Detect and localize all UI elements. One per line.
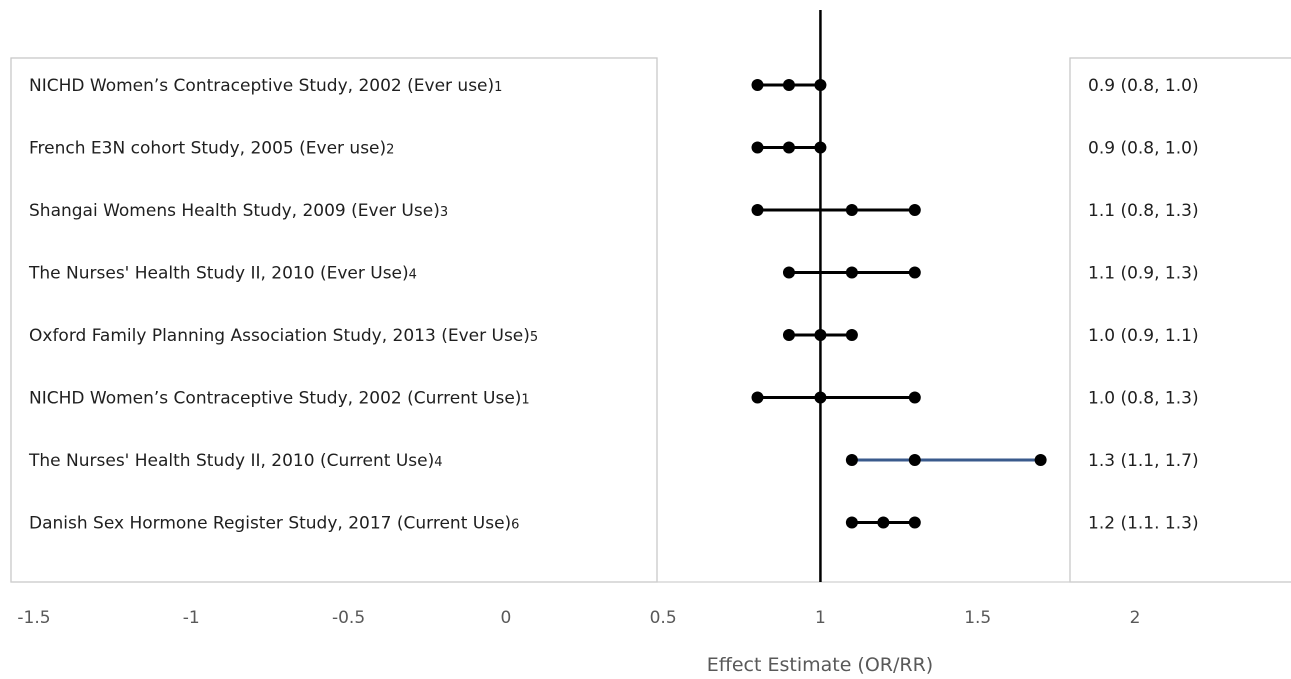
ci-text: 1.1 (0.9, 1.3) (1088, 264, 1199, 284)
ci-lower-point (845, 516, 858, 529)
x-tick-label: -1.5 (17, 608, 50, 628)
ci-upper-point (908, 266, 921, 279)
ci-lower-point (751, 79, 764, 91)
ci-upper-point (908, 516, 921, 529)
x-tick-label: 0 (500, 608, 511, 628)
point-estimate (845, 204, 858, 216)
study-label: Danish Sex Hormone Register Study, 2017 … (29, 514, 519, 534)
study-label: NICHD Women’s Contraceptive Study, 2002 … (29, 389, 530, 409)
ci-upper-point (1034, 454, 1047, 466)
ci-text: 1.0 (0.8, 1.3) (1088, 389, 1199, 409)
ci-lower-point (751, 204, 764, 216)
ci-text: 0.9 (0.8, 1.0) (1088, 139, 1199, 159)
study-ref-number: 4 (409, 268, 417, 283)
ci-upper-point (908, 391, 921, 404)
ci-text: 1.1 (0.8, 1.3) (1088, 201, 1199, 221)
ci-lower-point (782, 266, 795, 279)
point-estimate (877, 516, 890, 529)
x-tick-label: 1 (815, 608, 826, 628)
ci-upper-point (845, 329, 858, 341)
study-ref-number: 1 (494, 80, 502, 95)
study-label: French E3N cohort Study, 2005 (Ever use)… (29, 139, 394, 159)
study-ref-number: 4 (434, 455, 442, 470)
study-label: The Nurses' Health Study II, 2010 (Ever … (28, 264, 417, 284)
ci-upper-point (908, 204, 921, 216)
study-label: Oxford Family Planning Association Study… (29, 326, 538, 346)
study-label: The Nurses' Health Study II, 2010 (Curre… (28, 451, 443, 471)
point-estimate (782, 141, 795, 154)
x-axis-title: Effect Estimate (OR/RR) (707, 654, 933, 676)
study-label: Shangai Womens Health Study, 2009 (Ever … (29, 201, 448, 221)
study-ref-number: 5 (530, 330, 538, 345)
x-tick-label: -1 (183, 608, 200, 628)
ci-lower-point (751, 141, 764, 154)
study-label: NICHD Women’s Contraceptive Study, 2002 … (29, 76, 502, 96)
ci-text: 0.9 (0.8, 1.0) (1088, 76, 1199, 96)
x-tick-label: 1.5 (964, 608, 991, 628)
point-estimate (782, 79, 795, 91)
point-estimate (908, 454, 921, 466)
ci-text-box (1069, 57, 1291, 583)
point-estimate (845, 266, 858, 279)
study-label-box (10, 57, 658, 583)
study-ref-number: 6 (511, 518, 519, 533)
ci-lower-point (845, 454, 858, 466)
ci-text: 1.3 (1.1, 1.7) (1088, 451, 1199, 471)
x-tick-label: -0.5 (332, 608, 365, 628)
x-tick-label: 0.5 (650, 608, 677, 628)
ci-text: 1.0 (0.9, 1.1) (1088, 326, 1199, 346)
ci-lower-point (751, 391, 764, 404)
study-ref-number: 1 (521, 393, 529, 408)
ci-lower-point (782, 329, 795, 341)
ci-text: 1.2 (1.1. 1.3) (1088, 514, 1199, 534)
study-ref-number: 3 (440, 205, 448, 220)
study-ref-number: 2 (386, 143, 394, 158)
x-tick-label: 2 (1130, 608, 1141, 628)
